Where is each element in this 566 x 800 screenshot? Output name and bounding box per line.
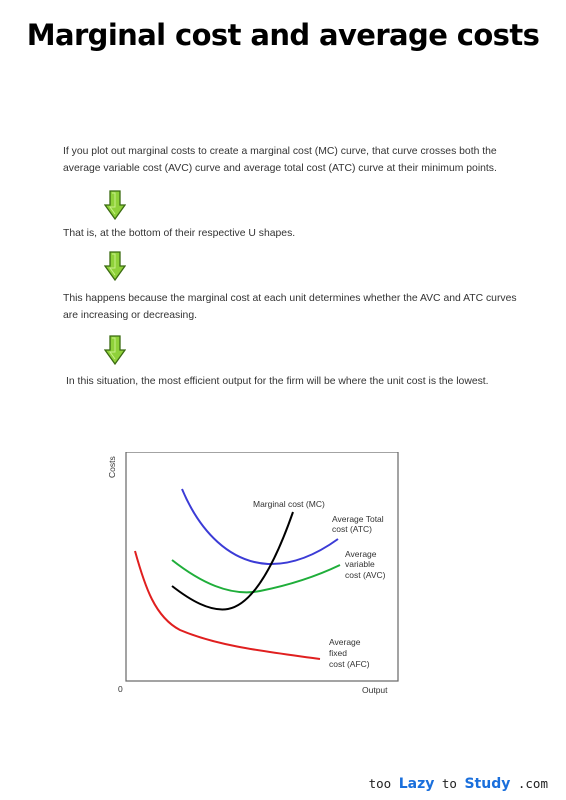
y-axis-label: Costs: [107, 456, 117, 478]
avc-label: Average variable cost (AVC): [345, 549, 386, 580]
afc-curve: [134, 550, 321, 660]
avc-curve: [171, 559, 341, 594]
footer-brand: too Lazy to Study .com: [369, 776, 548, 792]
page-title: Marginal cost and average costs: [26, 18, 540, 52]
paragraph-3: This happens because the marginal cost a…: [63, 293, 517, 321]
footer-suffix: .com: [510, 776, 548, 791]
footer-prefix: too: [368, 776, 399, 791]
paragraph-1: If you plot out marginal costs to create…: [63, 146, 497, 174]
plot-frame: [125, 452, 399, 682]
footer-brand-study: Study: [464, 776, 511, 792]
paragraph-2: That is, at the bottom of their respecti…: [63, 228, 296, 239]
down-arrow-icon: [104, 335, 126, 365]
down-arrow-icon: [104, 190, 126, 220]
mc-curve: [171, 511, 294, 611]
atc-label: Average Total cost (ATC): [332, 514, 386, 534]
paragraph-4: In this situation, the most efficient ou…: [66, 376, 489, 387]
cost-curves-chart: Costs 0 Output Marginal cost (MC) Averag…: [107, 452, 399, 695]
afc-label: Average fixed cost (AFC): [329, 637, 370, 669]
footer-brand-lazy: Lazy: [398, 776, 435, 792]
down-arrow-icon: [104, 251, 126, 281]
mc-label: Marginal cost (MC): [253, 499, 325, 509]
origin-label: 0: [118, 684, 123, 694]
footer-mid: to: [434, 776, 465, 791]
atc-curve: [181, 488, 339, 566]
x-axis-label: Output: [362, 685, 388, 695]
